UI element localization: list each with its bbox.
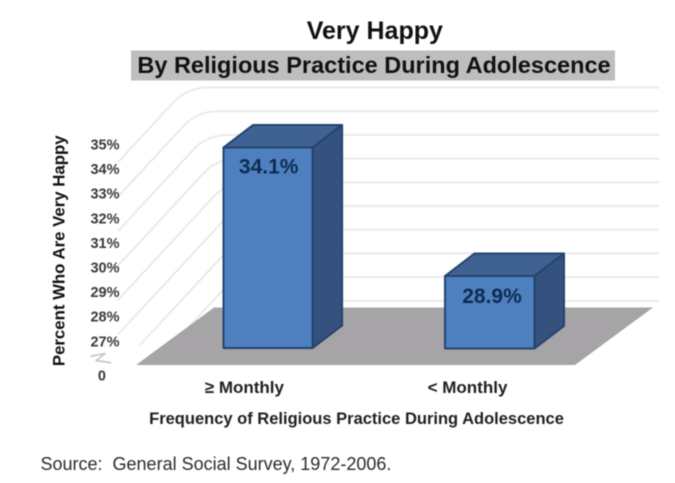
svg-text:30%: 30%	[90, 261, 119, 277]
svg-text:34%: 34%	[90, 162, 119, 178]
svg-text:Percent Who Are Very Happy: Percent Who Are Very Happy	[50, 135, 69, 366]
svg-text:Very Happy: Very Happy	[307, 17, 443, 45]
svg-text:34.1%: 34.1%	[239, 156, 299, 179]
svg-text:29%: 29%	[90, 285, 119, 301]
svg-text:27%: 27%	[90, 334, 119, 350]
svg-text:32%: 32%	[90, 211, 119, 227]
svg-text:By Religious Practice During A: By Religious Practice During Adolescence	[137, 52, 610, 78]
svg-text:Frequency of Religious Practic: Frequency of Religious Practice During A…	[149, 410, 564, 428]
svg-text:31%: 31%	[90, 236, 119, 252]
svg-text:< Monthly: < Monthly	[428, 378, 508, 397]
svg-text:33%: 33%	[90, 187, 119, 203]
svg-text:≥ Monthly: ≥ Monthly	[205, 378, 285, 397]
svg-text:28.9%: 28.9%	[462, 285, 522, 308]
svg-text:35%: 35%	[90, 138, 119, 154]
svg-text:Source: General Social Survey: Source: General Social Survey, 1972-2006…	[41, 454, 392, 474]
svg-text:28%: 28%	[90, 310, 119, 326]
svg-text:0: 0	[98, 368, 106, 384]
